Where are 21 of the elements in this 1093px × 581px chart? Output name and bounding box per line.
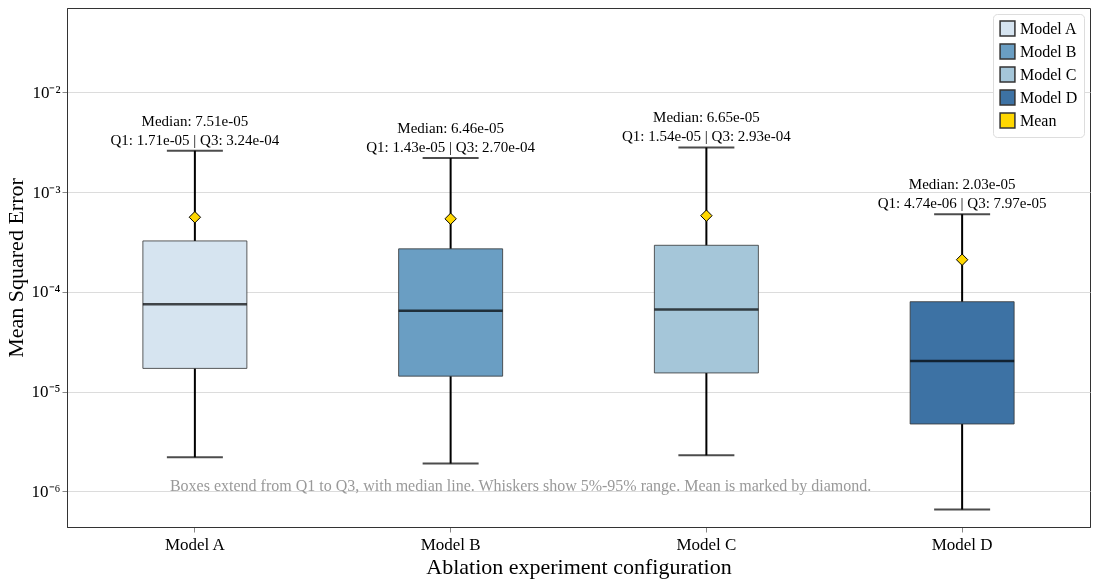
annotation: Median: 6.65e-05 Q1: 1.54e-05 | Q3: 2.93e-04: [621, 109, 792, 145]
annotation: Median: 7.51e-05 Q1: 1.71e-05 | Q3: 3.24e-04: [110, 112, 280, 148]
category-label: Model A: [1020, 19, 1077, 37]
category-label: Model B: [1020, 42, 1077, 60]
annotation: Median: 2.03e-05 Q1: 4.74e-06 | Q3: 7.97e-05: [877, 176, 1047, 212]
y-tick-label: 10⁻⁵: [31, 382, 61, 402]
y-tick-label: 10⁻⁶: [31, 481, 61, 501]
x-tick-label: Model A: [164, 534, 226, 554]
y-tick-label: 10⁻²: [32, 82, 61, 102]
y-axis-title: Mean Squared Error: [2, 177, 28, 358]
x-tick-label: Model B: [420, 534, 481, 554]
legend-label: Mean: [1020, 111, 1057, 129]
category-label: Model C: [1020, 65, 1077, 83]
annotation: Boxes extend from Q1 to Q3, with median line. Whiskers show 5%-95% range. Mean is marked by diamond.: [169, 477, 872, 495]
x-tick-label: Model C: [676, 534, 737, 554]
category-label: Model D: [1020, 88, 1078, 106]
x-axis-title: Ablation experiment configuration: [426, 553, 732, 579]
x-tick-label: Model D: [931, 534, 993, 554]
y-tick-label: 10⁻⁴: [31, 282, 61, 302]
annotation: Median: 6.46e-05 Q1: 1.43e-05 | Q3: 2.70e-04: [366, 119, 536, 155]
y-tick-label: 10⁻³: [32, 182, 61, 202]
